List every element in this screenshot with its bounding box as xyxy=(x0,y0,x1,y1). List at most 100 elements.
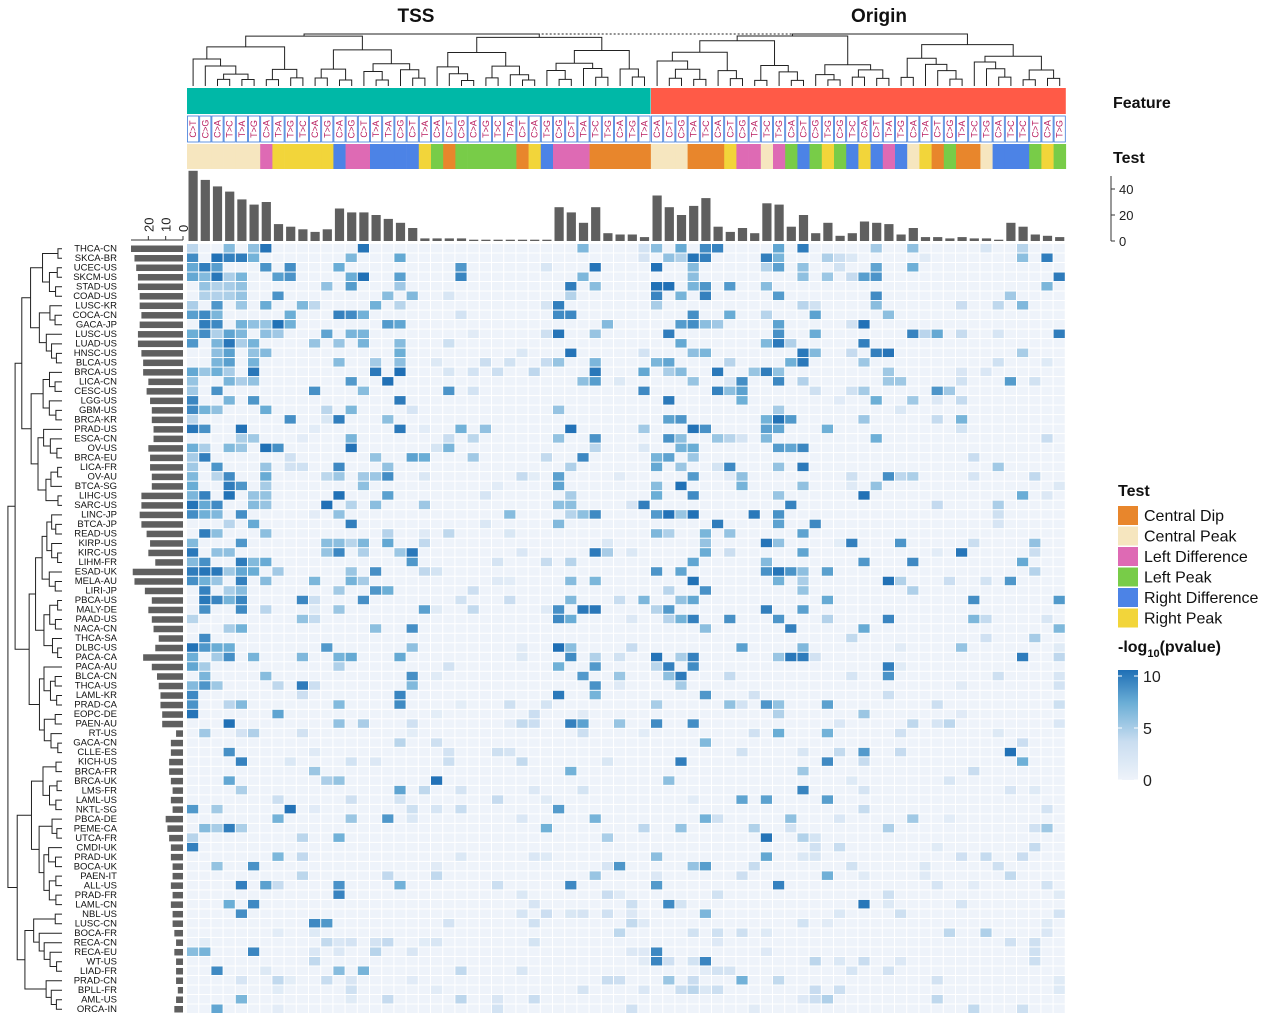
heatmap-cell xyxy=(589,510,601,519)
heatmap-cell xyxy=(1053,529,1065,538)
heatmap-cell xyxy=(919,310,931,320)
heatmap-cell xyxy=(260,681,272,690)
heatmap-cell xyxy=(614,529,626,538)
heatmap-cell xyxy=(858,643,870,652)
column-bar xyxy=(408,228,418,241)
heatmap-cell xyxy=(260,567,272,576)
row-bar xyxy=(139,321,183,329)
heatmap-cell xyxy=(504,500,516,510)
heatmap-cell xyxy=(956,529,968,538)
heatmap-cell xyxy=(394,443,406,453)
heatmap-cell xyxy=(943,747,955,757)
heatmap-cell xyxy=(504,624,516,633)
heatmap-cell xyxy=(858,377,870,386)
heatmap-cell xyxy=(504,272,516,282)
heatmap-cell xyxy=(284,358,296,367)
heatmap-cell xyxy=(858,462,870,472)
heatmap-cell xyxy=(492,377,504,386)
heatmap-cell xyxy=(284,329,296,339)
heatmap-cell xyxy=(1004,624,1016,633)
heatmap-cell xyxy=(528,291,540,301)
heatmap-cell xyxy=(601,519,613,529)
heatmap-cell xyxy=(577,310,589,320)
heatmap-cell xyxy=(809,605,821,614)
heatmap-cell xyxy=(675,567,687,576)
heatmap-cell xyxy=(321,557,333,567)
heatmap-cell xyxy=(345,301,357,310)
heatmap-cell xyxy=(431,386,443,396)
dendrogram-branch xyxy=(50,733,62,749)
heatmap-cell xyxy=(651,367,663,377)
heatmap-cell xyxy=(956,329,968,339)
heatmap-cell xyxy=(687,652,699,662)
dendrogram-branch xyxy=(55,409,62,421)
heatmap-cell xyxy=(773,652,785,662)
heatmap-cell xyxy=(528,605,540,614)
heatmap-cell xyxy=(431,472,443,481)
heatmap-cell xyxy=(309,766,321,776)
heatmap-cell xyxy=(528,453,540,462)
heatmap-cell xyxy=(834,595,846,605)
heatmap-cell xyxy=(1041,681,1053,690)
heatmap-cell xyxy=(699,348,711,358)
heatmap-cell xyxy=(345,747,357,757)
heatmap-cell xyxy=(809,785,821,795)
test-cell xyxy=(992,144,1006,169)
heatmap-cell xyxy=(431,529,443,538)
heatmap-cell xyxy=(943,766,955,776)
heatmap-cell xyxy=(907,804,919,814)
heatmap-cell xyxy=(479,301,491,310)
heatmap-cell xyxy=(1017,652,1029,662)
heatmap-cell xyxy=(577,500,589,510)
heatmap-cell xyxy=(1041,491,1053,500)
heatmap-cell xyxy=(382,700,394,709)
test-cell xyxy=(565,144,578,169)
heatmap-cell xyxy=(467,671,479,681)
heatmap-cell xyxy=(235,804,247,814)
heatmap-cell xyxy=(272,538,284,548)
heatmap-cell xyxy=(919,776,931,785)
heatmap-cell xyxy=(687,709,699,719)
heatmap-cell xyxy=(870,282,882,291)
heatmap-cell xyxy=(431,624,443,633)
heatmap-cell xyxy=(309,367,321,377)
row-label: LGG-US xyxy=(81,396,117,407)
heatmap-cell xyxy=(406,348,418,358)
heatmap-cell xyxy=(1017,282,1029,291)
heatmap-cell xyxy=(1053,472,1065,481)
heatmap-cell xyxy=(187,272,199,282)
heatmap-cell xyxy=(540,757,552,766)
heatmap-cell xyxy=(211,424,223,434)
heatmap-cell xyxy=(187,310,199,320)
heatmap-cell xyxy=(272,548,284,557)
heatmap-cell xyxy=(284,643,296,652)
heatmap-cell xyxy=(907,329,919,339)
heatmap-cell xyxy=(431,377,443,386)
heatmap-cell xyxy=(992,586,1004,595)
heatmap-cell xyxy=(809,557,821,567)
heatmap-cell xyxy=(589,253,601,263)
heatmap-cell xyxy=(199,377,211,386)
heatmap-cell xyxy=(931,795,943,804)
heatmap-cell xyxy=(626,766,638,776)
heatmap-cell xyxy=(211,576,223,586)
heatmap-cell xyxy=(626,795,638,804)
heatmap-cell xyxy=(187,700,199,709)
row-label: SKCM-US xyxy=(73,272,117,283)
dendrogram-branch xyxy=(54,714,62,725)
heatmap-cell xyxy=(931,643,943,652)
heatmap-cell xyxy=(577,443,589,453)
heatmap-cell xyxy=(943,652,955,662)
heatmap-cell xyxy=(492,643,504,652)
heatmap-cell xyxy=(638,747,650,757)
heatmap-cell xyxy=(382,396,394,405)
heatmap-cell xyxy=(540,681,552,690)
heatmap-cell xyxy=(455,339,467,348)
heatmap-cell xyxy=(309,700,321,709)
heatmap-cell xyxy=(882,557,894,567)
row-bar xyxy=(174,948,183,956)
dendrogram-branch xyxy=(693,78,707,86)
heatmap-cell xyxy=(516,652,528,662)
heatmap-cell xyxy=(284,719,296,728)
mutation-box xyxy=(1041,115,1054,143)
